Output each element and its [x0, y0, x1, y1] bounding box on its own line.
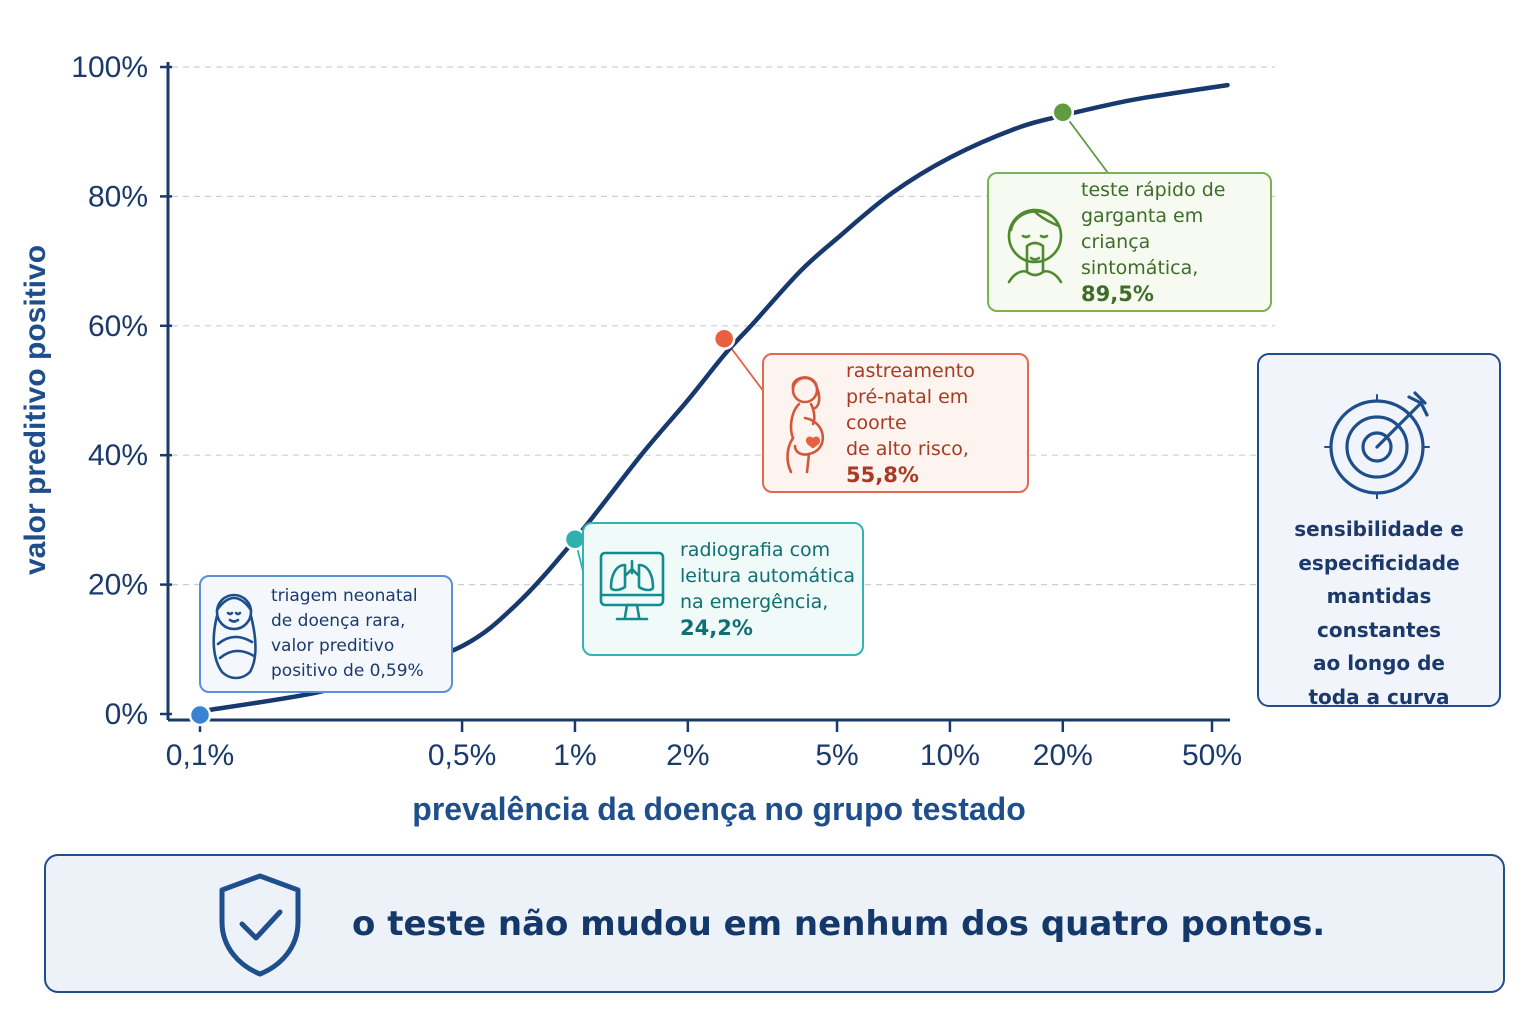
data-point-neonatal [188, 703, 212, 727]
target-icon [1323, 387, 1435, 503]
gridlines [172, 66, 1275, 586]
child-throat-icon [989, 200, 1081, 284]
callout-prenatal: rastreamento pré-natal em coorte de alto… [762, 353, 1029, 493]
pregnant-woman-icon [764, 368, 846, 478]
x-tick-label: 1% [553, 739, 596, 772]
neonatal-line-2: de doença rara, [271, 611, 406, 631]
data-points [188, 101, 1075, 727]
data-point-prenatal [712, 327, 736, 350]
radiografia-line-1: radiografia com [680, 539, 831, 561]
x-axis-title: prevalência da doença no grupo testado [412, 791, 1025, 827]
garganta-line-1: teste rápido de [1081, 179, 1226, 201]
garganta-line-2: garganta em criança [1081, 205, 1204, 253]
side-note-line-1: sensibilidade e [1294, 517, 1464, 541]
y-tick-label: 40% [88, 439, 148, 472]
prenatal-line-1: rastreamento [846, 360, 975, 382]
data-point-garganta [1051, 101, 1075, 124]
x-tick-label: 50% [1182, 739, 1242, 772]
prenatal-line-3: de alto risco, [846, 438, 969, 460]
lung-monitor-icon [584, 547, 680, 631]
x-tick-label: 5% [815, 739, 858, 772]
x-tick-label: 20% [1033, 739, 1093, 772]
x-tick-label: 2% [666, 739, 709, 772]
y-tick-label: 20% [88, 569, 148, 602]
callout-neonatal: triagem neonatal de doença rara, valor p… [199, 575, 453, 693]
side-note-line-4: ao longo de [1313, 651, 1445, 675]
axes [160, 62, 1230, 732]
prenatal-line-2: pré-natal em coorte [846, 386, 969, 434]
y-tick-label: 0% [105, 698, 148, 731]
side-note-line-5: toda a curva [1308, 684, 1450, 709]
baby-icon [201, 586, 271, 682]
x-tick-label: 0,1% [166, 739, 234, 772]
tick-labels: 0% 20% 40% 60% 80% 100% 0,1% 0,5% 1% 2% 5% 10% 20% 50… [71, 51, 1242, 772]
y-axis-title: valor preditivo positivo [19, 245, 52, 575]
y-tick-label: 80% [88, 180, 148, 213]
shield-check-icon [216, 872, 304, 982]
bottom-banner: o teste não mudou em nenhum dos quatro p… [44, 854, 1505, 993]
x-tick-label: 10% [920, 739, 980, 772]
callout-radiografia: radiografia com leitura automática na em… [582, 522, 864, 656]
neonatal-line-1: triagem neonatal [271, 586, 418, 606]
side-note-line-2: especificidade [1298, 550, 1460, 575]
side-note-panel: sensibilidade e especificidade mantidas … [1257, 353, 1501, 709]
garganta-line-3: sintomática, [1081, 257, 1199, 279]
y-tick-label: 60% [88, 310, 148, 343]
neonatal-line-4: positivo de 0,59% [271, 661, 424, 681]
radiografia-value: 24,2% [680, 616, 753, 640]
banner-text: o teste não mudou em nenhum dos quatro p… [352, 904, 1326, 944]
radiografia-line-3: na emergência, [680, 591, 829, 613]
y-tick-label: 100% [71, 51, 148, 84]
radiografia-line-2: leitura automática [680, 565, 855, 587]
callout-garganta: teste rápido de garganta em criança sint… [987, 172, 1272, 312]
leader-line-garganta [1062, 111, 1109, 174]
side-note-line-3: mantidas constantes [1316, 584, 1442, 642]
x-tick-label: 0,5% [428, 739, 496, 772]
neonatal-line-3: valor preditivo [271, 636, 395, 656]
garganta-value: 89,5% [1081, 282, 1154, 306]
prenatal-value: 55,8% [846, 463, 919, 487]
